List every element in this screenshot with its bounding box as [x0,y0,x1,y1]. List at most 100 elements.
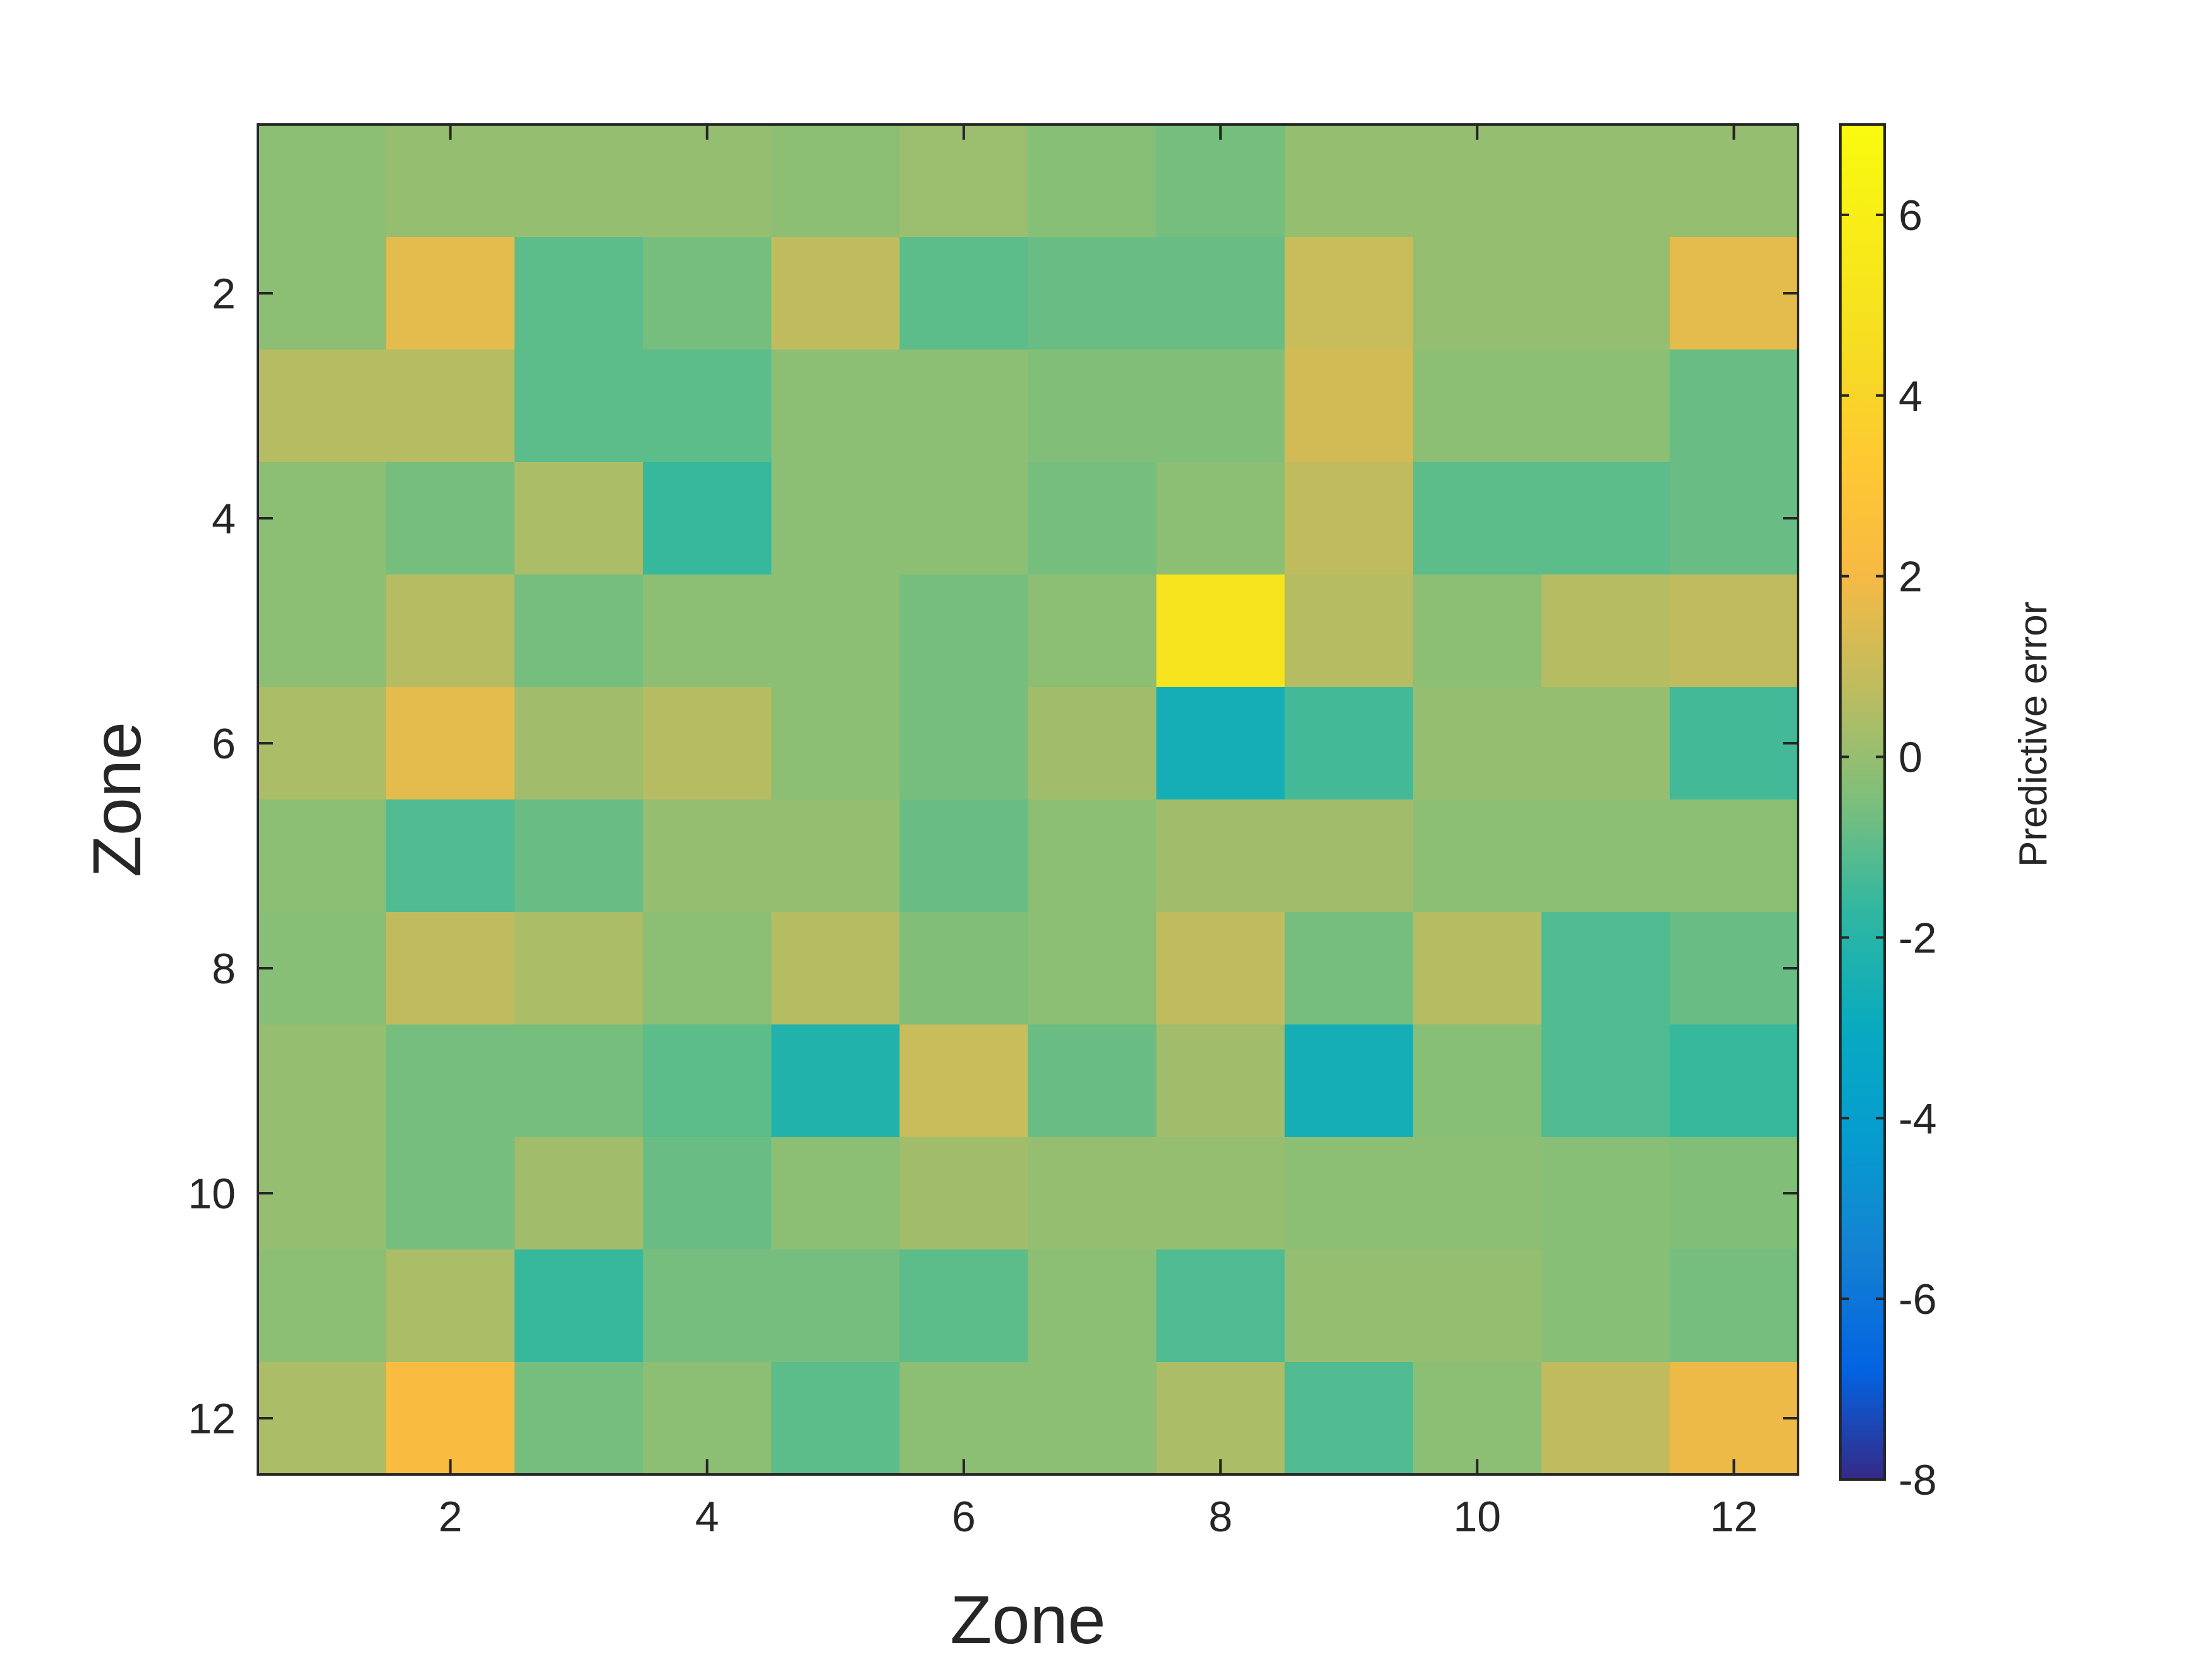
heatmap-cell [771,912,901,1025]
heatmap-cell [386,1137,515,1250]
heatmap-cell [1413,349,1542,463]
heatmap-cell [771,574,901,688]
heatmap-cell [1028,1024,1157,1138]
heatmap-cell [1156,799,1285,913]
colorbar-gradient [1840,125,1885,1480]
heatmap-cell [1156,1249,1285,1363]
heatmap-cell [1541,912,1670,1025]
colorbar-tick-label: 2 [1899,553,1923,601]
heatmap-cell [1413,912,1542,1025]
heatmap-cell [899,237,1029,350]
heatmap-cell [258,125,387,238]
heatmap-cell [386,1249,515,1363]
heatmap-cell [1413,462,1542,575]
heatmap-cell [386,799,515,913]
heatmap-cell [1156,462,1285,575]
heatmap-cells [258,125,1799,1475]
heatmap-cell [643,799,772,913]
heatmap-cell [258,1137,387,1250]
heatmap-cell [514,1362,643,1475]
colorbar-tick-label: -6 [1899,1275,1936,1323]
heatmap-cell [1284,462,1414,575]
heatmap-cell [514,687,643,800]
heatmap-cell [899,1137,1029,1250]
heatmap-cell [1669,799,1799,913]
plot-frame [257,123,1799,1476]
heatmap-cell [1284,1024,1414,1138]
heatmap-cell [514,574,643,688]
heatmap-cell [643,687,772,800]
heatmap-cell [1413,1024,1542,1138]
heatmap-cell [258,349,387,463]
heatmap-cell [643,1137,772,1250]
heatmap-cell [771,125,901,238]
heatmap-cell [1669,1362,1799,1475]
heatmap-cell [1156,125,1285,238]
heatmap-cell [1028,574,1157,688]
heatmap-cell [643,1024,772,1138]
x-tick-label: 10 [1453,1493,1501,1541]
heatmap-cell [1413,1362,1542,1475]
heatmap-cell [899,574,1029,688]
heatmap-cell [1413,125,1542,238]
heatmap-cell [1669,1249,1799,1363]
heatmap-cell [643,1362,772,1475]
heatmap-cell [1541,574,1670,688]
heatmap-cell [643,912,772,1025]
heatmap-cell [258,1249,387,1363]
heatmap-cell [1028,1137,1157,1250]
heatmap-cell [1541,799,1670,913]
heatmap-cell [1541,125,1670,238]
heatmap-cell [643,1249,772,1363]
y-tick-label: 4 [212,495,236,543]
heatmap-cell [1028,1362,1157,1475]
heatmap-cell [258,462,387,575]
heatmap-cell [899,1249,1029,1363]
heatmap-cell [514,349,643,463]
heatmap-cell [514,462,643,575]
heatmap-cell [899,125,1029,238]
heatmap-cell [1669,687,1799,800]
heatmap-cell [771,1249,901,1363]
colorbar-tick-label: 6 [1899,191,1923,240]
heatmap-cell [643,462,772,575]
colorbar-tick-label: -8 [1899,1456,1936,1504]
heatmap-cell [1541,462,1670,575]
heatmap-cell [386,462,515,575]
heatmap-cell [1413,574,1542,688]
heatmap-cell [514,1024,643,1138]
heatmap-cell [771,799,901,913]
colorbar-tick-label: 4 [1899,372,1923,420]
heatmap-cell [1284,574,1414,688]
heatmap-cell [1413,799,1542,913]
heatmap-cell [1541,349,1670,463]
heatmap-cell [771,1024,901,1138]
heatmap-cell [1284,1249,1414,1363]
heatmap-cell [899,799,1029,913]
heatmap-cell [771,1137,901,1250]
heatmap-cell [1284,349,1414,463]
heatmap-cell [258,1362,387,1475]
colorbar-frame [1839,123,1886,1481]
heatmap-cell [1028,912,1157,1025]
heatmap-cell [514,237,643,350]
heatmap-cell [1669,912,1799,1025]
heatmap-cell [899,462,1029,575]
heatmap-cell [1028,349,1157,463]
x-axis-label: Zone [950,1581,1105,1658]
heatmap-cell [1156,1024,1285,1138]
heatmap-cell [1028,125,1157,238]
heatmap-cell [258,912,387,1025]
heatmap-cell [1669,574,1799,688]
heatmap-cell [1669,125,1799,238]
heatmap-cell [1156,237,1285,350]
heatmap-cell [1669,237,1799,350]
y-tick-label: 8 [212,945,236,993]
heatmap-cell [258,799,387,913]
y-tick-label: 12 [188,1395,236,1443]
colorbar: -8 -6 -4 -2 0 2 4 6 [1839,123,1936,1504]
heatmap-cell [643,125,772,238]
y-tick-label: 6 [212,720,236,768]
heatmap-cell [643,237,772,350]
